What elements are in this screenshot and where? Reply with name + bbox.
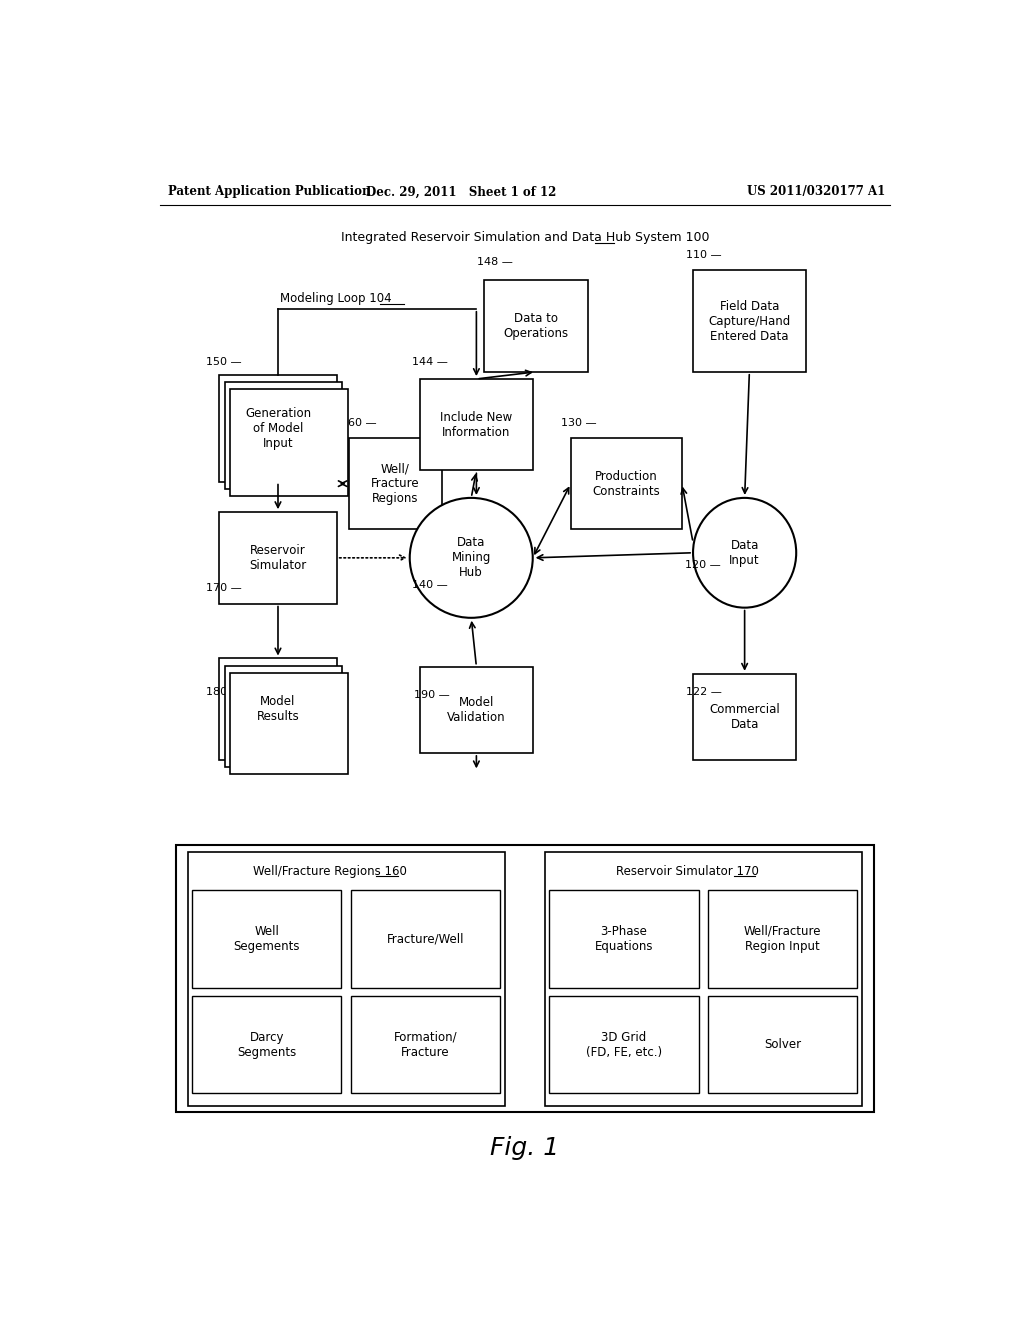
- Text: Data
Input: Data Input: [729, 539, 760, 566]
- Text: Generation
of Model
Input: Generation of Model Input: [245, 407, 311, 450]
- FancyBboxPatch shape: [225, 381, 342, 488]
- Text: 140 —: 140 —: [412, 581, 447, 590]
- Text: 150 —: 150 —: [206, 356, 242, 367]
- FancyBboxPatch shape: [348, 438, 442, 529]
- Text: Reservoir Simulator 170: Reservoir Simulator 170: [616, 866, 759, 878]
- FancyBboxPatch shape: [219, 512, 337, 603]
- Text: Commercial
Data: Commercial Data: [710, 704, 780, 731]
- Text: Patent Application Publication: Patent Application Publication: [168, 185, 371, 198]
- Text: Well/Fracture Regions 160: Well/Fracture Regions 160: [253, 866, 408, 878]
- FancyBboxPatch shape: [483, 280, 588, 372]
- Text: 110 —: 110 —: [686, 249, 722, 260]
- Text: 170 —: 170 —: [206, 583, 242, 593]
- Text: 160 —: 160 —: [341, 417, 376, 428]
- FancyBboxPatch shape: [219, 375, 337, 482]
- FancyBboxPatch shape: [693, 673, 797, 760]
- FancyBboxPatch shape: [693, 271, 806, 372]
- FancyBboxPatch shape: [187, 851, 505, 1106]
- Text: Well/
Fracture
Regions: Well/ Fracture Regions: [371, 462, 420, 506]
- Text: Modeling Loop 104: Modeling Loop 104: [281, 292, 392, 305]
- Text: Fig. 1: Fig. 1: [490, 1137, 559, 1160]
- FancyBboxPatch shape: [351, 995, 500, 1093]
- Text: Reservoir
Simulator: Reservoir Simulator: [250, 544, 306, 572]
- Text: Include New
Information: Include New Information: [440, 411, 513, 438]
- FancyBboxPatch shape: [351, 890, 500, 987]
- Text: Integrated Reservoir Simulation and Data Hub System 100: Integrated Reservoir Simulation and Data…: [341, 231, 709, 244]
- Text: Dec. 29, 2011   Sheet 1 of 12: Dec. 29, 2011 Sheet 1 of 12: [367, 185, 556, 198]
- Text: 122 —: 122 —: [686, 686, 722, 697]
- Ellipse shape: [410, 498, 532, 618]
- FancyBboxPatch shape: [193, 890, 341, 987]
- FancyBboxPatch shape: [570, 438, 682, 529]
- Text: 180 —: 180 —: [206, 686, 242, 697]
- FancyBboxPatch shape: [550, 995, 698, 1093]
- Text: US 2011/0320177 A1: US 2011/0320177 A1: [748, 185, 886, 198]
- Text: 3-Phase
Equations: 3-Phase Equations: [595, 925, 653, 953]
- Text: Production
Constraints: Production Constraints: [593, 470, 660, 498]
- FancyBboxPatch shape: [193, 995, 341, 1093]
- FancyBboxPatch shape: [420, 667, 532, 752]
- Text: Formation/
Fracture: Formation/ Fracture: [394, 1031, 458, 1059]
- Text: Field Data
Capture/Hand
Entered Data: Field Data Capture/Hand Entered Data: [709, 300, 791, 342]
- FancyBboxPatch shape: [225, 665, 342, 767]
- FancyBboxPatch shape: [545, 851, 862, 1106]
- Text: 130 —: 130 —: [560, 417, 596, 428]
- FancyBboxPatch shape: [709, 995, 857, 1093]
- FancyBboxPatch shape: [420, 379, 532, 470]
- FancyBboxPatch shape: [550, 890, 698, 987]
- Text: Solver: Solver: [764, 1039, 802, 1051]
- Text: Well
Segements: Well Segements: [233, 925, 300, 953]
- Text: Fracture/Well: Fracture/Well: [387, 932, 464, 945]
- Text: 3D Grid
(FD, FE, etc.): 3D Grid (FD, FE, etc.): [586, 1031, 663, 1059]
- Text: 190 —: 190 —: [414, 690, 450, 700]
- Text: 148 —: 148 —: [477, 257, 513, 267]
- Text: Data to
Operations: Data to Operations: [504, 312, 568, 341]
- FancyBboxPatch shape: [230, 389, 348, 496]
- FancyBboxPatch shape: [709, 890, 857, 987]
- FancyBboxPatch shape: [176, 846, 873, 1111]
- Text: 144 —: 144 —: [412, 356, 447, 367]
- FancyBboxPatch shape: [219, 659, 337, 760]
- Text: Model
Results: Model Results: [257, 696, 299, 723]
- Text: Data
Mining
Hub: Data Mining Hub: [452, 536, 490, 579]
- FancyBboxPatch shape: [230, 673, 348, 775]
- Text: 120 —: 120 —: [685, 560, 721, 570]
- Ellipse shape: [693, 498, 797, 607]
- Text: Model
Validation: Model Validation: [447, 696, 506, 723]
- Text: Well/Fracture
Region Input: Well/Fracture Region Input: [744, 925, 821, 953]
- Text: Darcy
Segments: Darcy Segments: [238, 1031, 297, 1059]
